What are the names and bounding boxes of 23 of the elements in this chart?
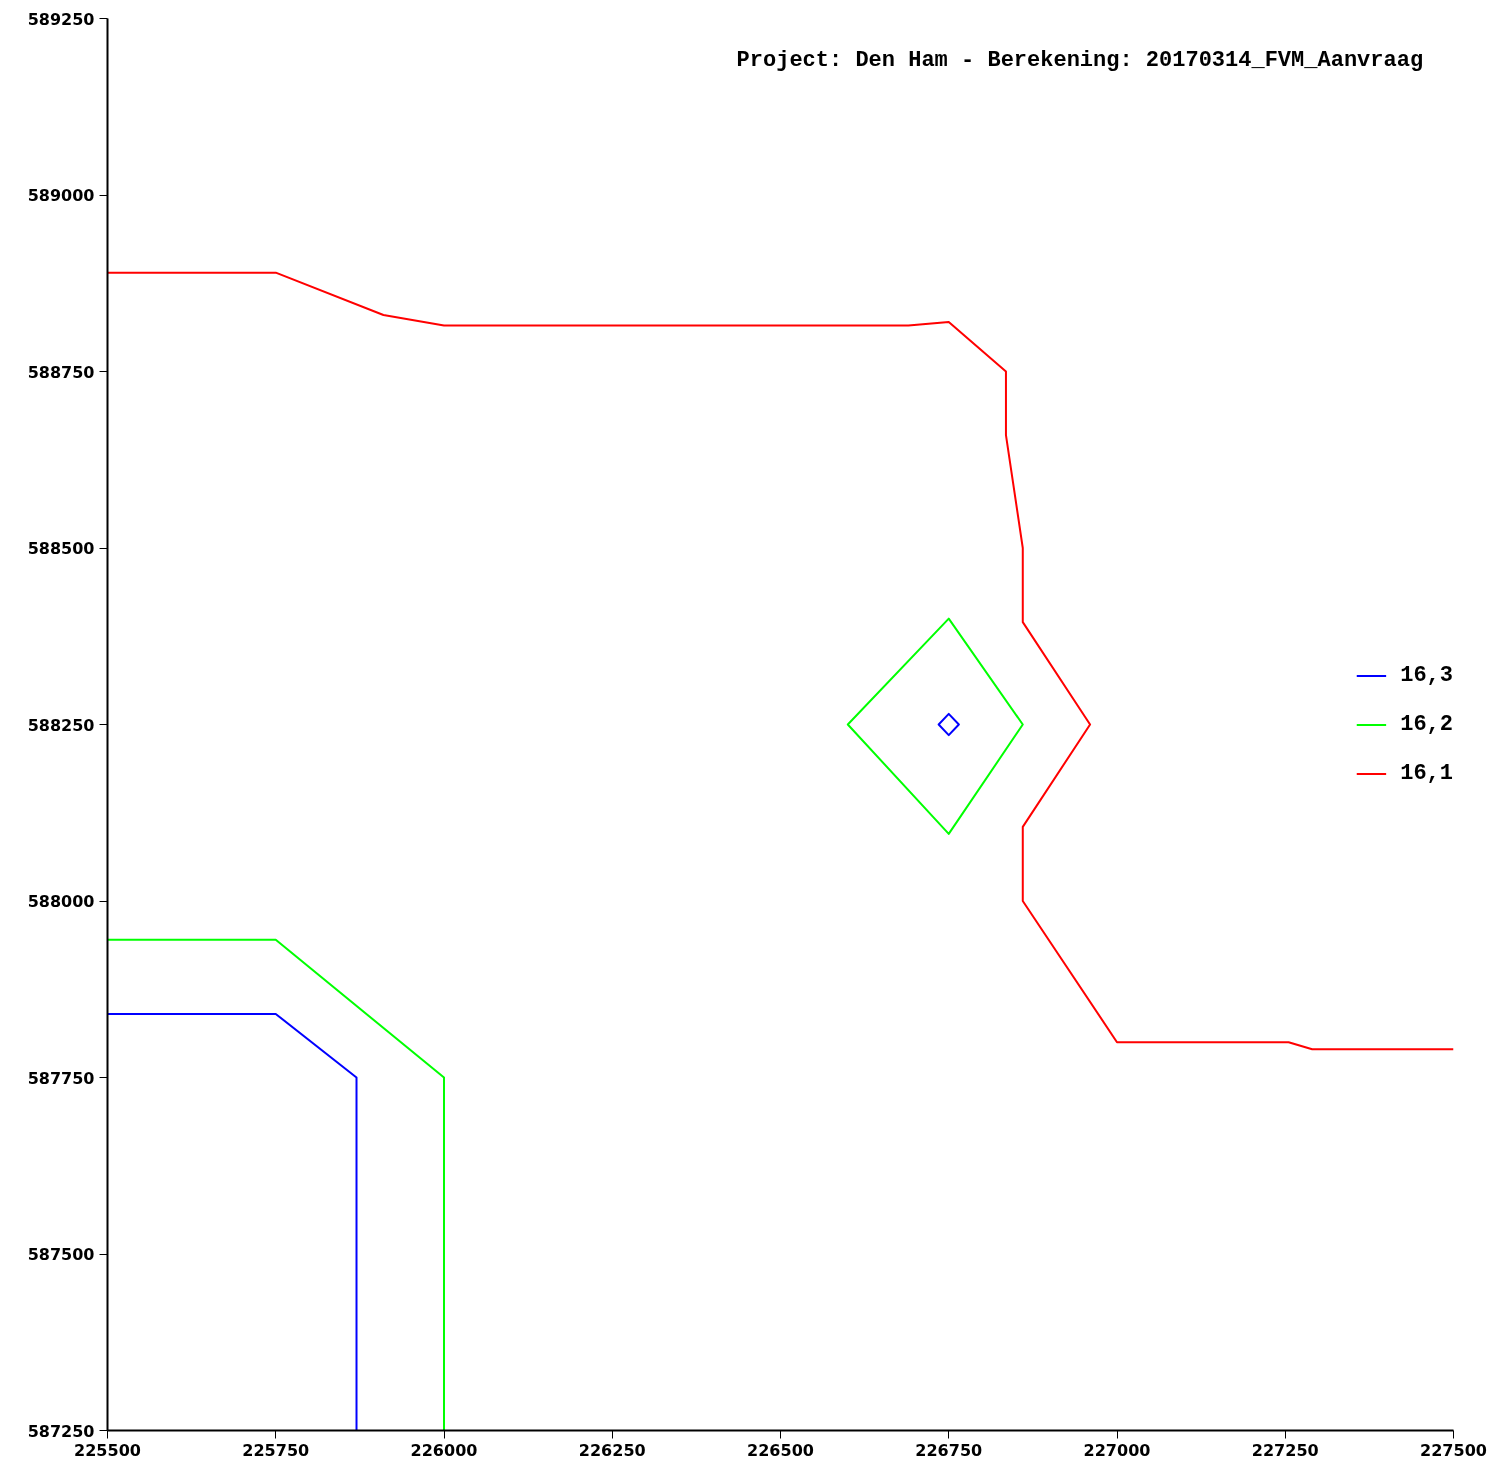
y-tick-label: 587250 <box>27 1421 95 1441</box>
x-tick-label: 226250 <box>578 1440 646 1460</box>
x-tick-label: 227000 <box>1083 1440 1151 1460</box>
x-tick-label: 227250 <box>1251 1440 1319 1460</box>
x-tick-label: 225750 <box>242 1440 310 1460</box>
x-tick-label: 226500 <box>747 1440 814 1460</box>
x-tick-label: 226000 <box>410 1440 478 1460</box>
text: Project: Den Ham - Berekening: 20170314_FVM_Aanvraag <box>736 48 1424 73</box>
y-tick-label: 588750 <box>27 362 95 382</box>
y-tick-label: 587750 <box>27 1068 95 1088</box>
x-tick-label: 225500 <box>74 1440 141 1460</box>
legend-label: 16,3 <box>1400 662 1453 688</box>
line-series <box>107 271 1454 1051</box>
legend-label: 16,1 <box>1400 760 1453 786</box>
y-tick-label: 589000 <box>27 186 95 205</box>
y-tick-label: 588000 <box>27 892 95 911</box>
y-tick-label: 588500 <box>27 539 95 558</box>
y-tick-label: 587500 <box>27 1245 95 1264</box>
x-tick-label: 226750 <box>915 1440 983 1460</box>
y-tick-label: 588250 <box>27 715 95 735</box>
y-tick-label: 589250 <box>27 9 95 29</box>
legend-label: 16,2 <box>1400 711 1453 737</box>
x-tick-label: 227500 <box>1420 1440 1487 1460</box>
